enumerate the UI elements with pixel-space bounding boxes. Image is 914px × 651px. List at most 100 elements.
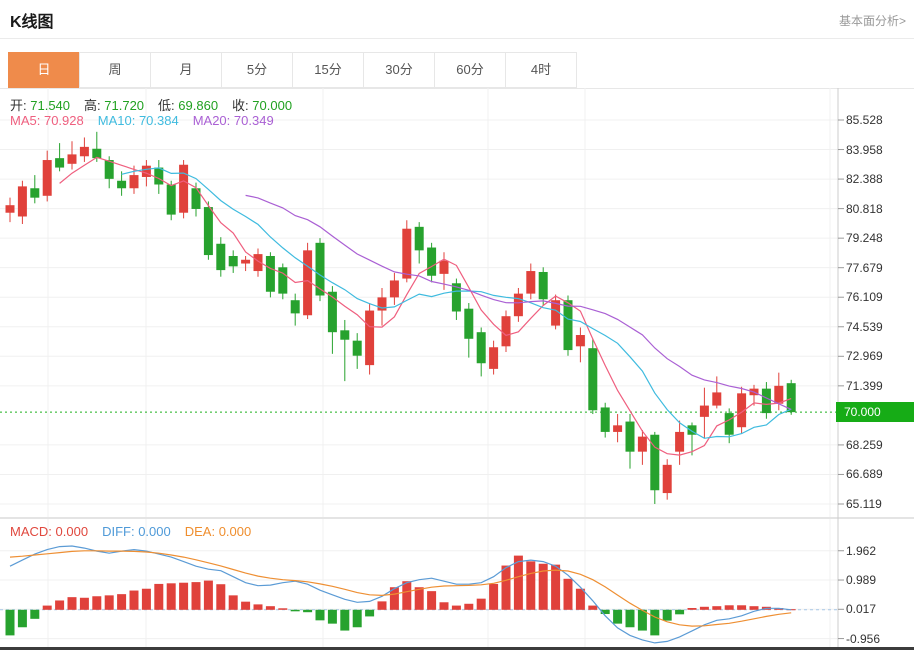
candle-body[interactable] [228,255,238,267]
y-axis-label: 1.962 [846,543,877,558]
candle-body[interactable] [538,271,548,300]
candle-body[interactable] [786,383,796,413]
candle-body[interactable] [774,385,784,404]
candle-body[interactable] [451,283,461,312]
candle-body[interactable] [414,226,424,251]
candle-body[interactable] [551,300,561,326]
candle-body[interactable] [104,160,114,179]
candle-body[interactable] [761,388,771,414]
macd-bar [179,582,189,610]
candle-body[interactable] [613,425,623,432]
candle-body[interactable] [241,259,251,264]
candle-body[interactable] [129,175,139,189]
tab-5min[interactable]: 5分 [221,52,293,88]
tab-month[interactable]: 月 [150,52,222,88]
candle-body[interactable] [588,348,598,411]
indicator-value: 70.349 [233,113,274,128]
tab-4hour[interactable]: 4时 [505,52,577,88]
y-axis-label: 83.958 [846,142,883,157]
macd-bar [575,588,585,610]
candle-body[interactable] [650,434,660,491]
candle-body[interactable] [166,184,176,215]
candle-body[interactable] [699,405,709,417]
candle-body[interactable] [92,148,102,159]
indicator-label: MA20: [192,113,231,128]
candle-body[interactable] [290,300,300,314]
tab-30min[interactable]: 30分 [363,52,435,88]
indicator-label: 收: [232,98,249,113]
candle-body[interactable] [526,271,536,294]
candle-body[interactable] [637,436,647,452]
candle-body[interactable] [377,297,387,311]
macd-bar [675,609,685,615]
candle-body[interactable] [42,160,52,196]
candle-body[interactable] [662,464,672,494]
macd-bar [377,601,387,610]
macd-bar [340,609,350,631]
fundamental-analysis-link[interactable]: 基本面分析> [838,14,906,28]
indicator-label: 开: [10,98,27,113]
candle-body[interactable] [179,164,189,213]
candle-body[interactable] [439,260,449,274]
candle-body[interactable] [30,188,40,198]
candle-body[interactable] [675,431,685,452]
candle-body[interactable] [464,308,474,339]
candle-body[interactable] [55,158,65,168]
candle-body[interactable] [563,300,573,351]
tab-15min[interactable]: 15分 [292,52,364,88]
candle-body[interactable] [141,165,151,177]
macd-bar [526,561,536,610]
ohlc-row-item: 开: 71.540 [10,98,70,113]
candle-body[interactable] [253,254,263,272]
candle-body[interactable] [489,347,499,369]
candle-body[interactable] [327,291,337,333]
candle-body[interactable] [501,316,511,347]
macd-bar [30,609,40,619]
candle-body[interactable] [737,393,747,428]
y-axis-label: -0.956 [846,631,881,646]
ohlc-row-item: 收: 70.000 [232,98,292,113]
macd-bar [600,609,610,615]
candle-body[interactable] [687,425,697,435]
candle-body[interactable] [17,186,27,217]
candle-body[interactable] [476,332,486,364]
indicator-label: DEA: [184,524,216,539]
candle-body[interactable] [513,293,523,317]
candle-body[interactable] [352,340,362,356]
candle-body[interactable] [278,267,288,294]
candle-body[interactable] [216,243,226,271]
tab-day[interactable]: 日 [8,52,80,88]
dea-line [9,550,792,627]
candle-body[interactable] [117,180,127,189]
indicator-label: MA10: [97,113,136,128]
candle-body[interactable] [265,255,275,292]
y-axis-label: 68.259 [846,437,883,452]
macd-bar [166,583,176,610]
ma20-line [245,194,792,410]
candle-body[interactable] [389,280,399,298]
candle-body[interactable] [340,330,350,340]
y-axis-label: 72.969 [846,349,883,364]
candle-body[interactable] [203,207,213,256]
candle-body[interactable] [712,392,722,406]
candle-body[interactable] [625,421,635,452]
candle-body[interactable] [365,310,375,366]
candle-body[interactable] [315,242,325,296]
candle-body[interactable] [5,205,15,213]
candle-body[interactable] [303,250,313,316]
candle-body[interactable] [402,228,412,279]
candle-body[interactable] [67,154,77,164]
candle-body[interactable] [79,146,89,157]
macd-bar [290,609,300,612]
ma5-line [59,156,792,456]
candle-body[interactable] [427,247,437,276]
candle-body[interactable] [575,335,585,347]
macd-bar [129,590,139,610]
candle-body[interactable] [191,188,201,209]
tab-60min[interactable]: 60分 [434,52,506,88]
candle-body[interactable] [724,413,734,435]
candle-body[interactable] [600,407,610,432]
candle-body[interactable] [154,167,164,185]
indicator-label: 高: [84,98,101,113]
